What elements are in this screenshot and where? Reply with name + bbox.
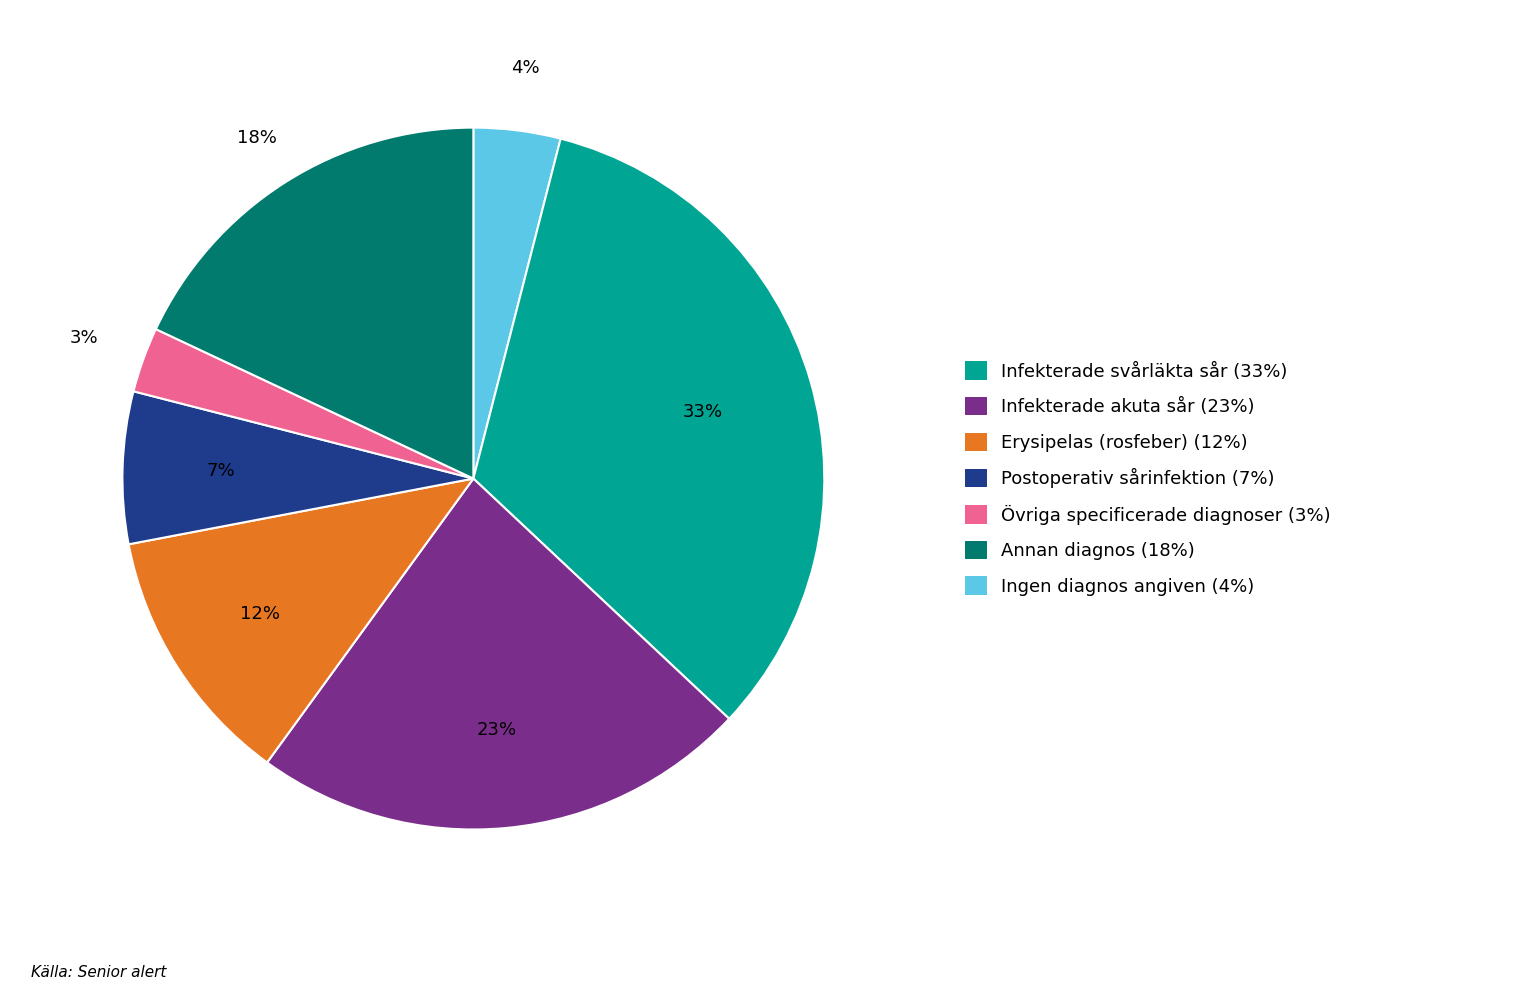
Legend: Infekterade svårläkta sår (33%), Infekterade akuta sår (23%), Erysipelas (rosfeb: Infekterade svårläkta sår (33%), Infekte… [965,361,1330,596]
Wedge shape [473,139,825,719]
Text: 4%: 4% [512,59,539,77]
Wedge shape [128,479,473,763]
Wedge shape [267,479,730,830]
Text: 3%: 3% [69,329,98,347]
Text: 33%: 33% [683,403,722,421]
Wedge shape [156,128,473,479]
Wedge shape [133,329,473,479]
Wedge shape [473,128,560,479]
Text: 12%: 12% [240,605,279,623]
Text: Källa: Senior alert: Källa: Senior alert [31,965,166,980]
Text: 23%: 23% [476,721,518,739]
Wedge shape [122,391,473,544]
Text: 18%: 18% [237,129,276,147]
Text: 7%: 7% [206,462,235,480]
